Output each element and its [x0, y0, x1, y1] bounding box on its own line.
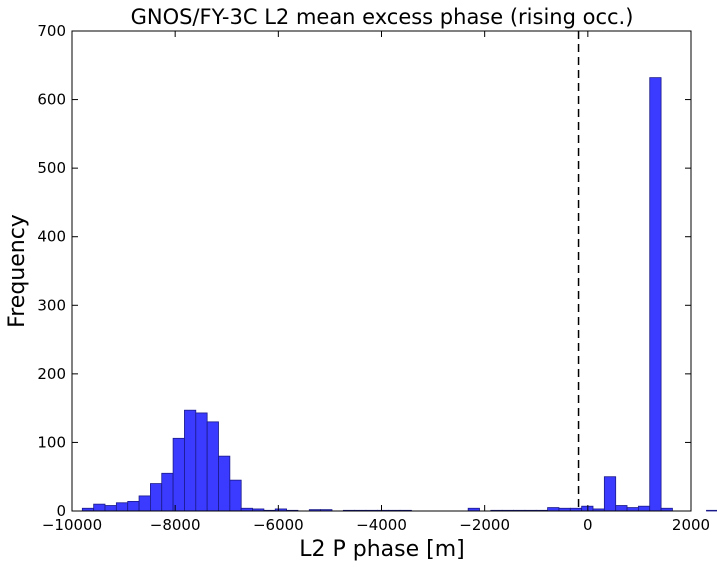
histogram-bar — [150, 483, 163, 512]
histogram-bar — [184, 409, 197, 512]
x-tick-label: −10000 — [42, 516, 102, 534]
bars-group — [81, 77, 717, 512]
histogram-bar — [195, 412, 208, 512]
histogram-bar — [104, 505, 117, 512]
histogram-bar — [138, 495, 151, 512]
ticks-group: −10000 −8000 −6000 −4000 −2000 0 2000 0 100 200 30… — [37, 22, 710, 534]
histogram-bar — [161, 472, 174, 512]
x-tick-label: −2000 — [459, 516, 510, 534]
histogram-bar — [615, 505, 628, 512]
histogram-bar — [547, 507, 560, 512]
histogram-bar — [206, 421, 219, 512]
x-tick-label: −4000 — [356, 516, 407, 534]
y-tick-label: 200 — [37, 365, 66, 383]
histogram-bar — [649, 77, 662, 512]
x-tick-label: −8000 — [150, 516, 201, 534]
histogram-bar — [581, 505, 594, 512]
histogram-bar — [603, 476, 617, 512]
x-tick-label: 2000 — [672, 516, 710, 534]
y-axis-title: Frequency — [5, 214, 30, 328]
y-tick-label: 0 — [56, 502, 66, 520]
histogram-bar — [93, 503, 106, 512]
y-tick-label: 400 — [37, 228, 66, 246]
histogram-bar — [706, 509, 717, 512]
histogram-bar — [637, 505, 651, 512]
y-tick-label: 600 — [37, 91, 66, 109]
histogram-bar — [127, 500, 140, 512]
y-tick-label: 500 — [37, 159, 66, 177]
histogram-bar — [218, 455, 231, 512]
y-tick-label: 300 — [37, 296, 66, 314]
y-tick-label: 100 — [37, 433, 66, 451]
histogram-bar — [115, 502, 129, 512]
chart-title: GNOS/FY-3C L2 mean excess phase (rising … — [131, 5, 634, 29]
histogram-bar — [172, 437, 185, 512]
x-axis-title: L2 P phase [m] — [299, 537, 464, 562]
histogram-bar — [229, 479, 242, 512]
x-tick-label: 0 — [583, 516, 593, 534]
y-tick-label: 700 — [37, 22, 66, 40]
x-tick-label: −6000 — [253, 516, 304, 534]
histogram-bar — [626, 507, 639, 512]
plot-frame — [71, 30, 692, 512]
